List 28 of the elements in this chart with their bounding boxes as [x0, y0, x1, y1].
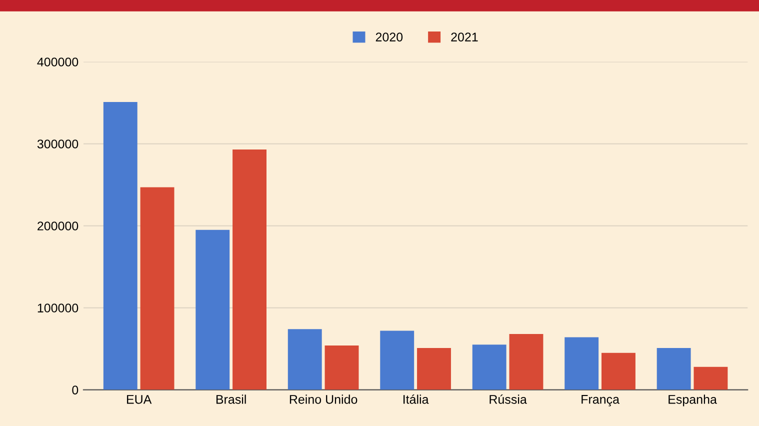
x-tick-label: Espanha: [668, 394, 717, 406]
legend-label: 2020: [376, 32, 403, 42]
y-tick-label: 400000: [37, 58, 78, 66]
x-tick-label: Reino Unido: [290, 394, 358, 404]
y-tick-label: 200000: [38, 222, 78, 230]
y-tick-label: 100000: [38, 304, 78, 312]
x-tick-label: Itália: [404, 394, 429, 404]
bar: [324, 346, 359, 390]
bar: [509, 334, 544, 390]
bar: [380, 330, 414, 390]
x-tick-label: França: [582, 395, 620, 406]
bar: [694, 366, 728, 390]
bar: [564, 337, 599, 390]
bar: [140, 187, 174, 390]
bar: [232, 150, 266, 390]
y-tick-label: 0: [72, 386, 78, 394]
x-tick-label: EUA: [127, 395, 152, 404]
bar: [103, 102, 138, 390]
x-tick-label: Rússia: [490, 394, 527, 404]
bar: [288, 329, 322, 390]
bar: [656, 348, 691, 390]
y-tick-label: 300000: [37, 140, 78, 148]
bar: [417, 348, 451, 390]
bar: [472, 344, 506, 390]
bar: [196, 230, 230, 390]
x-tick-label: Brasil: [216, 394, 246, 404]
legend-label: 2021: [451, 32, 478, 42]
bar: [602, 352, 636, 390]
